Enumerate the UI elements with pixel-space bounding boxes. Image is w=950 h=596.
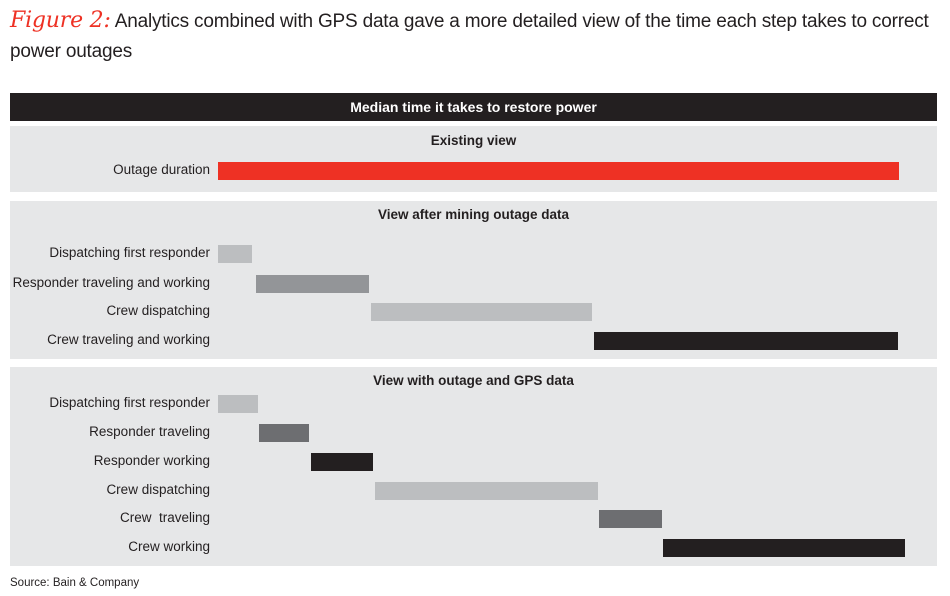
panel-2: View after mining outage data Dispatching… [10,201,937,359]
panel-title: Existing view [430,133,517,148]
row-label: Crew dispatching [106,303,210,318]
gantt-bar [593,332,899,350]
gantt-bar [371,303,592,321]
row-label: Crew dispatching [106,482,210,497]
row-label: Dispatching first responder [49,395,210,410]
gantt-bar [598,510,662,528]
panel-3: View with outage and GPS data Dispatching… [10,367,937,566]
row-label: Crew traveling and working [47,332,210,347]
row-label: Outage duration [113,162,210,177]
panel-1: Existing view Outage duration [10,126,937,192]
gantt-bar [374,482,598,500]
gantt-bar [662,539,906,557]
source-note: Source: Bain & Company [10,577,140,589]
row-label: Responder traveling [89,424,210,439]
row-label: Dispatching first responder [49,245,210,260]
panel-title: View after mining outage data [377,207,570,222]
row-label: Responder working [93,453,210,468]
figure-title-text: Analytics combined with GPS data gave a … [10,11,929,62]
figure-title: Figure 2: Analytics combined with GPS da… [10,6,945,67]
gantt-bar [218,245,253,263]
panel-title: View with outage and GPS data [373,373,574,388]
gantt-bar [218,395,259,413]
row-label: Crew traveling [119,510,210,525]
row-label: Crew working [128,539,210,554]
gantt-bar [218,162,899,180]
chart-header: Median time it takes to restore power [10,93,937,121]
row-label: Responder traveling and working [12,275,210,290]
gantt-bar [256,275,370,293]
figure-label: Figure 2: [10,8,111,33]
gantt-bar [258,424,310,442]
gantt-bar [311,453,374,471]
